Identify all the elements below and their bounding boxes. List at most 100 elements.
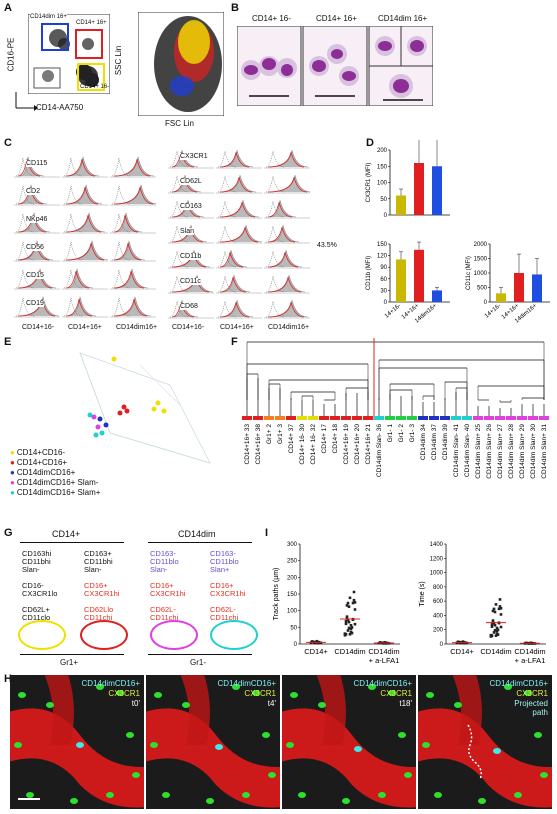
marker-col2-2: Slan- [84, 565, 102, 574]
left-marker-cd19: CD19 [26, 300, 44, 307]
footer-gr1pos: Gr1+ [60, 658, 79, 667]
cx3cr1-cell [46, 702, 54, 708]
gate-label-cd14-16pos: CD14+ 16+ [76, 20, 107, 26]
footer-gr1neg: Gr1- [190, 658, 206, 667]
left-hist-cd2-1 [62, 184, 108, 206]
data-point [345, 617, 349, 620]
y-tick-label: 200 [287, 575, 298, 581]
cx3cr1-cell [290, 692, 298, 698]
left-hist-cd15-2 [110, 268, 156, 290]
data-point [492, 631, 496, 634]
data-point [496, 628, 500, 632]
y-tick-label: 100 [377, 181, 388, 187]
data-point [491, 619, 495, 622]
right-marker-cx3cr1: CX3CR1 [180, 152, 208, 160]
category-label-line2: + a-LFA1 [369, 656, 400, 665]
leaf-label-11: CD14+16+ 21 [365, 424, 372, 465]
bar-2 [432, 166, 442, 215]
marker-col2-3: CD16+ [84, 581, 108, 590]
leaf-color-3 [275, 416, 285, 420]
data-point [351, 601, 355, 605]
data-point [348, 632, 352, 636]
right-marker-slan: Slan [180, 227, 195, 235]
legend-item: ● CD14+CD16- [10, 448, 100, 458]
category-label: CD14dim [514, 647, 545, 656]
y-tick-label: 500 [477, 286, 488, 292]
data-point [346, 601, 350, 605]
left-marker-cd56: CD56 [26, 244, 44, 251]
panel-d-charts: 0 50 100 150 200 CX3CR1 (MFI) 0 30 60 90 120 150 CD1… [366, 140, 550, 325]
leaf-label-18: CD14dim 39 [442, 424, 449, 461]
leaf-label-4: CD14+ 37 [288, 424, 295, 454]
cx3cr1-cell [342, 798, 350, 804]
header-cd14pos: CD14+ [52, 529, 81, 539]
data-point [462, 641, 466, 645]
marker-col1-1: CD11bhi [22, 557, 51, 566]
cx3cr1-cell [232, 684, 240, 690]
movie-frame-2: CD14dimCD16+ CX3CR1 t4' [146, 675, 280, 809]
movie-frame-4: CD14dimCD16+ CX3CR1 Projected path [418, 675, 552, 809]
left-hist-cd2-2 [110, 184, 156, 206]
data-point [348, 596, 352, 600]
legend-label: CD14dimCD16+ [16, 468, 76, 477]
data-point [347, 605, 351, 608]
legend-item: ● CD14dimCD16+ [10, 468, 100, 478]
panel-i-charts: 0 50 100 150 200 250 300 Track paths (µm) CD14+ C… [273, 542, 546, 665]
marker-col2-0: CD163+ [84, 549, 112, 558]
y-tick-label: 0 [384, 213, 388, 219]
left-hist-cd115-1 [62, 156, 108, 178]
marker-col4-0: CD163- [210, 549, 236, 558]
data-point [347, 626, 351, 630]
frame-subtitle: CX3CR1 [516, 689, 548, 698]
marker-col3-3: CD16+ [150, 581, 174, 590]
tracked-cell [493, 748, 501, 754]
cx3cr1-cell [262, 732, 270, 738]
frame-title: CD14dimCD16+ [353, 679, 412, 688]
category-label: CD14dim [334, 647, 365, 656]
marker-col4-2: Slan+ [210, 565, 230, 574]
frame-subtitle: CX3CR1 [244, 689, 276, 698]
right-marker-cd11c: CD11c [180, 277, 201, 285]
y-tick-label: 600 [433, 599, 444, 605]
panel-label-c: C [4, 137, 12, 149]
left-hist-cd115-0 [14, 156, 60, 178]
cx3cr1-cell [454, 702, 462, 708]
cx3cr1-cell [524, 690, 532, 696]
ssc-axis-label: SSC Lin [114, 45, 124, 76]
data-point [497, 607, 501, 611]
marker-col1-6: CD11clo [22, 613, 51, 622]
y-tick-label: 0 [294, 642, 298, 648]
data-point [345, 604, 349, 607]
cx3cr1-cell [106, 792, 114, 798]
right-hist-cd68-1 [216, 300, 262, 319]
cx3cr1-cell [404, 772, 412, 778]
cx3cr1-cell [514, 792, 522, 798]
right-marker-cd62l: CD62L [180, 177, 202, 185]
cx3cr1-cell [18, 692, 26, 698]
leaf-label-25: CD14dim Slan+ 29 [519, 424, 526, 479]
data-point [489, 634, 493, 637]
cx3cr1-cell [242, 792, 250, 798]
vessel-branch [452, 675, 482, 745]
cx3cr1-cell [132, 772, 140, 778]
marker-col1-0: CD163hi [22, 549, 52, 558]
marker-col2-4: CX3CR1hi [84, 589, 120, 598]
panel-label-e: E [4, 336, 12, 348]
movie-frame-3: CD14dimCD16+ CX3CR1 t18' [282, 675, 416, 809]
leaf-label-19: CD14dim Slan- 41 [453, 424, 460, 477]
leaf-label-23: CD14dim Slan+ 27 [497, 424, 504, 479]
data-point [490, 623, 494, 626]
marker-col4-4: CX3CR1hi [210, 589, 246, 598]
marker-col4-5: CD62L- [210, 605, 236, 614]
right-hist-cd11c-0 [168, 275, 214, 294]
legend-dot: ● [10, 488, 15, 497]
frame-title: CD14dimCD16+ [217, 679, 276, 688]
data-point [353, 608, 357, 611]
leaf-color-1 [253, 416, 263, 420]
vessel [282, 708, 416, 808]
cx3cr1-cell [478, 798, 486, 804]
leaf-color-11 [363, 416, 373, 420]
data-point [349, 627, 353, 631]
leaf-label-15: Gr1- 3 [409, 424, 416, 443]
data-point [346, 618, 350, 622]
